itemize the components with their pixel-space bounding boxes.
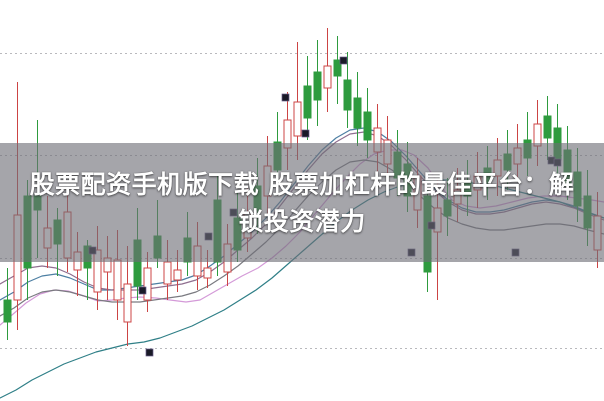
candle [293, 42, 302, 160]
candle [333, 36, 342, 104]
candle [353, 72, 362, 146]
annotation-marker [145, 348, 154, 357]
overlay-title-block: 股票配资手机版下载 股票加杠杆的最佳平台：解 锁投资潜力 [0, 143, 604, 262]
title-line-1: 股票配资手机版下载 股票加杠杆的最佳平台：解 [29, 169, 575, 199]
annotation-marker [301, 129, 310, 138]
annotation-marker [138, 286, 147, 295]
title-line-2: 锁投资潜力 [238, 206, 366, 236]
candle [323, 28, 332, 112]
candle [123, 246, 132, 346]
annotation-marker [281, 93, 290, 102]
candle [343, 52, 352, 128]
candle [3, 268, 12, 340]
annotation-marker [339, 56, 348, 65]
candle [143, 252, 152, 312]
candle [303, 56, 312, 140]
candle [313, 40, 322, 126]
